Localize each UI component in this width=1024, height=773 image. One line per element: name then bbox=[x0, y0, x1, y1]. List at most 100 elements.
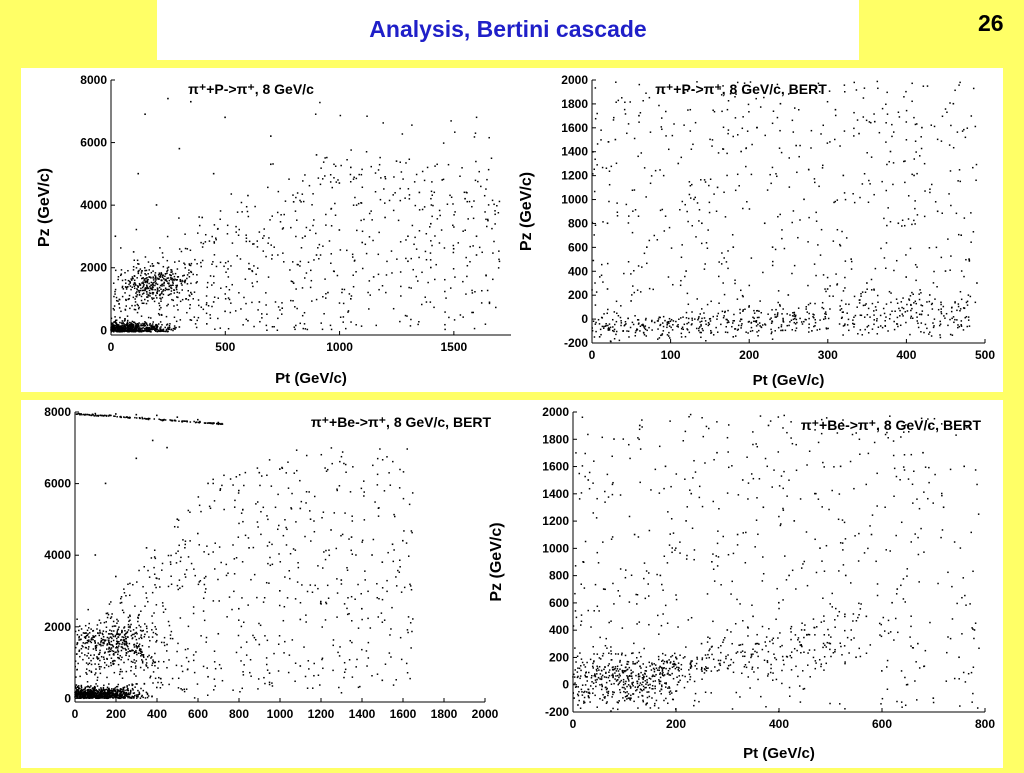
scatter-point bbox=[902, 220, 904, 222]
scatter-point bbox=[177, 518, 179, 520]
scatter-point bbox=[318, 258, 320, 260]
scatter-point bbox=[193, 568, 195, 570]
scatter-point bbox=[100, 696, 102, 698]
scatter-point bbox=[788, 325, 790, 327]
scatter-point bbox=[162, 297, 164, 299]
scatter-point bbox=[297, 581, 299, 583]
scatter-point bbox=[615, 81, 617, 83]
scatter-point bbox=[634, 189, 636, 191]
scatter-point bbox=[292, 639, 294, 641]
scatter-point bbox=[151, 297, 153, 299]
scatter-point bbox=[138, 308, 140, 310]
y-tick-label: 1800 bbox=[542, 432, 569, 446]
scatter-point bbox=[146, 270, 148, 272]
scatter-point bbox=[185, 279, 187, 281]
scatter-point bbox=[835, 115, 837, 117]
scatter-point bbox=[267, 640, 269, 642]
scatter-point bbox=[685, 270, 687, 272]
scatter-point bbox=[361, 541, 363, 543]
scatter-point bbox=[313, 219, 315, 221]
scatter-point bbox=[913, 117, 915, 119]
scatter-point bbox=[124, 592, 126, 594]
scatter-point bbox=[692, 319, 694, 321]
scatter-point bbox=[885, 141, 887, 143]
scatter-point bbox=[140, 653, 142, 655]
scatter-point bbox=[88, 691, 90, 693]
scatter-point bbox=[139, 283, 141, 285]
scatter-point bbox=[127, 286, 129, 288]
scatter-point bbox=[891, 136, 893, 138]
scatter-point bbox=[299, 200, 301, 202]
scatter-point bbox=[76, 644, 78, 646]
scatter-point bbox=[163, 642, 165, 644]
scatter-point bbox=[384, 490, 386, 492]
scatter-point bbox=[382, 599, 384, 601]
scatter-point bbox=[957, 131, 959, 133]
scatter-point bbox=[704, 263, 706, 265]
scatter-point bbox=[158, 278, 160, 280]
scatter-point bbox=[138, 290, 140, 292]
scatter-point bbox=[616, 313, 618, 315]
scatter-point bbox=[107, 617, 109, 619]
scatter-point bbox=[340, 115, 342, 117]
scatter-point bbox=[194, 259, 196, 261]
scatter-point bbox=[777, 117, 779, 119]
scatter-point bbox=[142, 662, 144, 664]
scatter-point bbox=[325, 214, 327, 216]
scatter-point bbox=[189, 304, 191, 306]
scatter-point bbox=[313, 259, 315, 261]
scatter-point bbox=[103, 642, 105, 644]
scatter-point bbox=[859, 197, 861, 199]
scatter-point bbox=[443, 142, 445, 144]
scatter-point bbox=[399, 571, 401, 573]
scatter-point bbox=[339, 485, 341, 487]
scatter-point bbox=[107, 687, 109, 689]
scatter-point bbox=[351, 536, 353, 538]
scatter-point bbox=[243, 674, 245, 676]
scatter-point bbox=[144, 636, 146, 638]
scatter-point bbox=[936, 286, 938, 288]
scatter-point bbox=[393, 210, 395, 212]
scatter-point bbox=[212, 483, 214, 485]
scatter-point bbox=[129, 583, 131, 585]
scatter-point bbox=[924, 163, 926, 165]
scatter-point bbox=[113, 640, 115, 642]
scatter-point bbox=[77, 634, 79, 636]
scatter-point bbox=[434, 279, 436, 281]
scatter-point bbox=[430, 223, 432, 225]
scatter-point bbox=[404, 587, 406, 589]
y-tick-label: 200 bbox=[568, 288, 588, 302]
scatter-point bbox=[137, 617, 139, 619]
scatter-point bbox=[92, 690, 94, 692]
scatter-point bbox=[941, 313, 943, 315]
scatter-point bbox=[844, 84, 846, 86]
scatter-point bbox=[97, 677, 99, 679]
scatter-point bbox=[795, 315, 797, 317]
scatter-point bbox=[126, 642, 128, 644]
scatter-point bbox=[99, 632, 101, 634]
scatter-point bbox=[221, 423, 223, 425]
scatter-point bbox=[444, 311, 446, 313]
scatter-point bbox=[257, 246, 259, 248]
scatter-point bbox=[182, 586, 184, 588]
scatter-point bbox=[344, 662, 346, 664]
scatter-point bbox=[638, 660, 640, 662]
scatter-point bbox=[814, 263, 816, 265]
scatter-point bbox=[191, 293, 193, 295]
scatter-point bbox=[182, 671, 184, 673]
scatter-point bbox=[335, 165, 337, 167]
scatter-point bbox=[155, 633, 157, 635]
x-tick-label: 800 bbox=[229, 707, 249, 721]
scatter-point bbox=[594, 336, 596, 338]
scatter-point bbox=[940, 308, 942, 310]
scatter-point bbox=[149, 290, 151, 292]
scatter-point bbox=[772, 338, 774, 340]
scatter-point bbox=[763, 506, 765, 508]
scatter-point bbox=[148, 655, 150, 657]
scatter-point bbox=[608, 327, 610, 329]
scatter-point bbox=[163, 266, 165, 268]
scatter-point bbox=[295, 210, 297, 212]
scatter-point bbox=[430, 301, 432, 303]
scatter-point bbox=[220, 668, 222, 670]
